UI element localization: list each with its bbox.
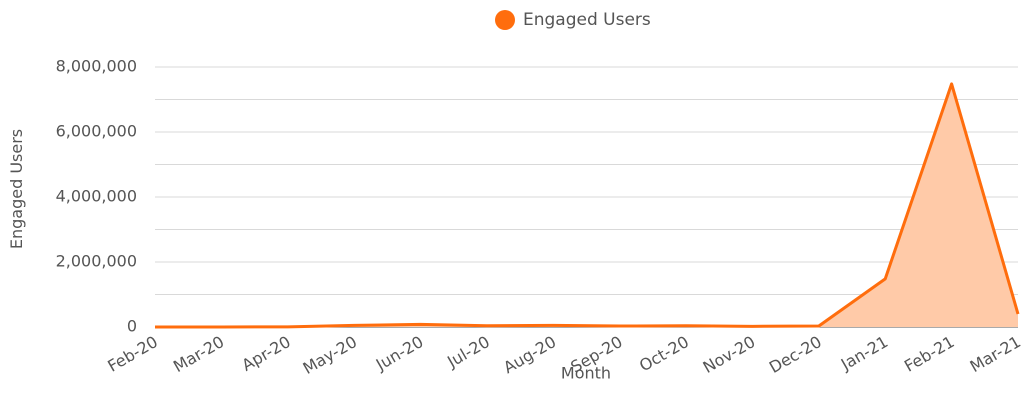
legend-marker <box>495 10 515 30</box>
y-tick-label: 6,000,000 <box>56 122 137 141</box>
x-axis-label: Month <box>561 364 611 383</box>
line <box>155 82 1020 329</box>
x-tick-label: Nov-20 <box>700 332 759 377</box>
y-axis-label: Engaged Users <box>7 129 26 249</box>
x-tick-label: Mar-21 <box>967 332 1024 376</box>
area <box>155 83 1018 328</box>
x-tick-label: Oct-20 <box>636 332 692 375</box>
legend-label: Engaged Users <box>523 10 651 30</box>
x-tick-label: Mar-20 <box>170 332 227 376</box>
x-tick-label: Feb-20 <box>104 332 161 376</box>
x-tick-label: May-20 <box>300 332 361 378</box>
y-tick-label: 0 <box>127 317 137 336</box>
y-tick-label: 2,000,000 <box>56 252 137 271</box>
x-tick-label: Jun-20 <box>372 332 427 375</box>
y-tick-label: 4,000,000 <box>56 187 137 206</box>
y-tick-label: 8,000,000 <box>56 57 137 76</box>
x-tick-label: Apr-20 <box>239 332 294 375</box>
x-tick-label: Aug-20 <box>500 332 559 377</box>
x-tick-label: Jul-20 <box>443 332 493 372</box>
x-tick-label: Dec-20 <box>766 332 825 377</box>
x-tick-label: Feb-21 <box>901 332 958 376</box>
x-tick-label: Jan-21 <box>837 332 891 374</box>
